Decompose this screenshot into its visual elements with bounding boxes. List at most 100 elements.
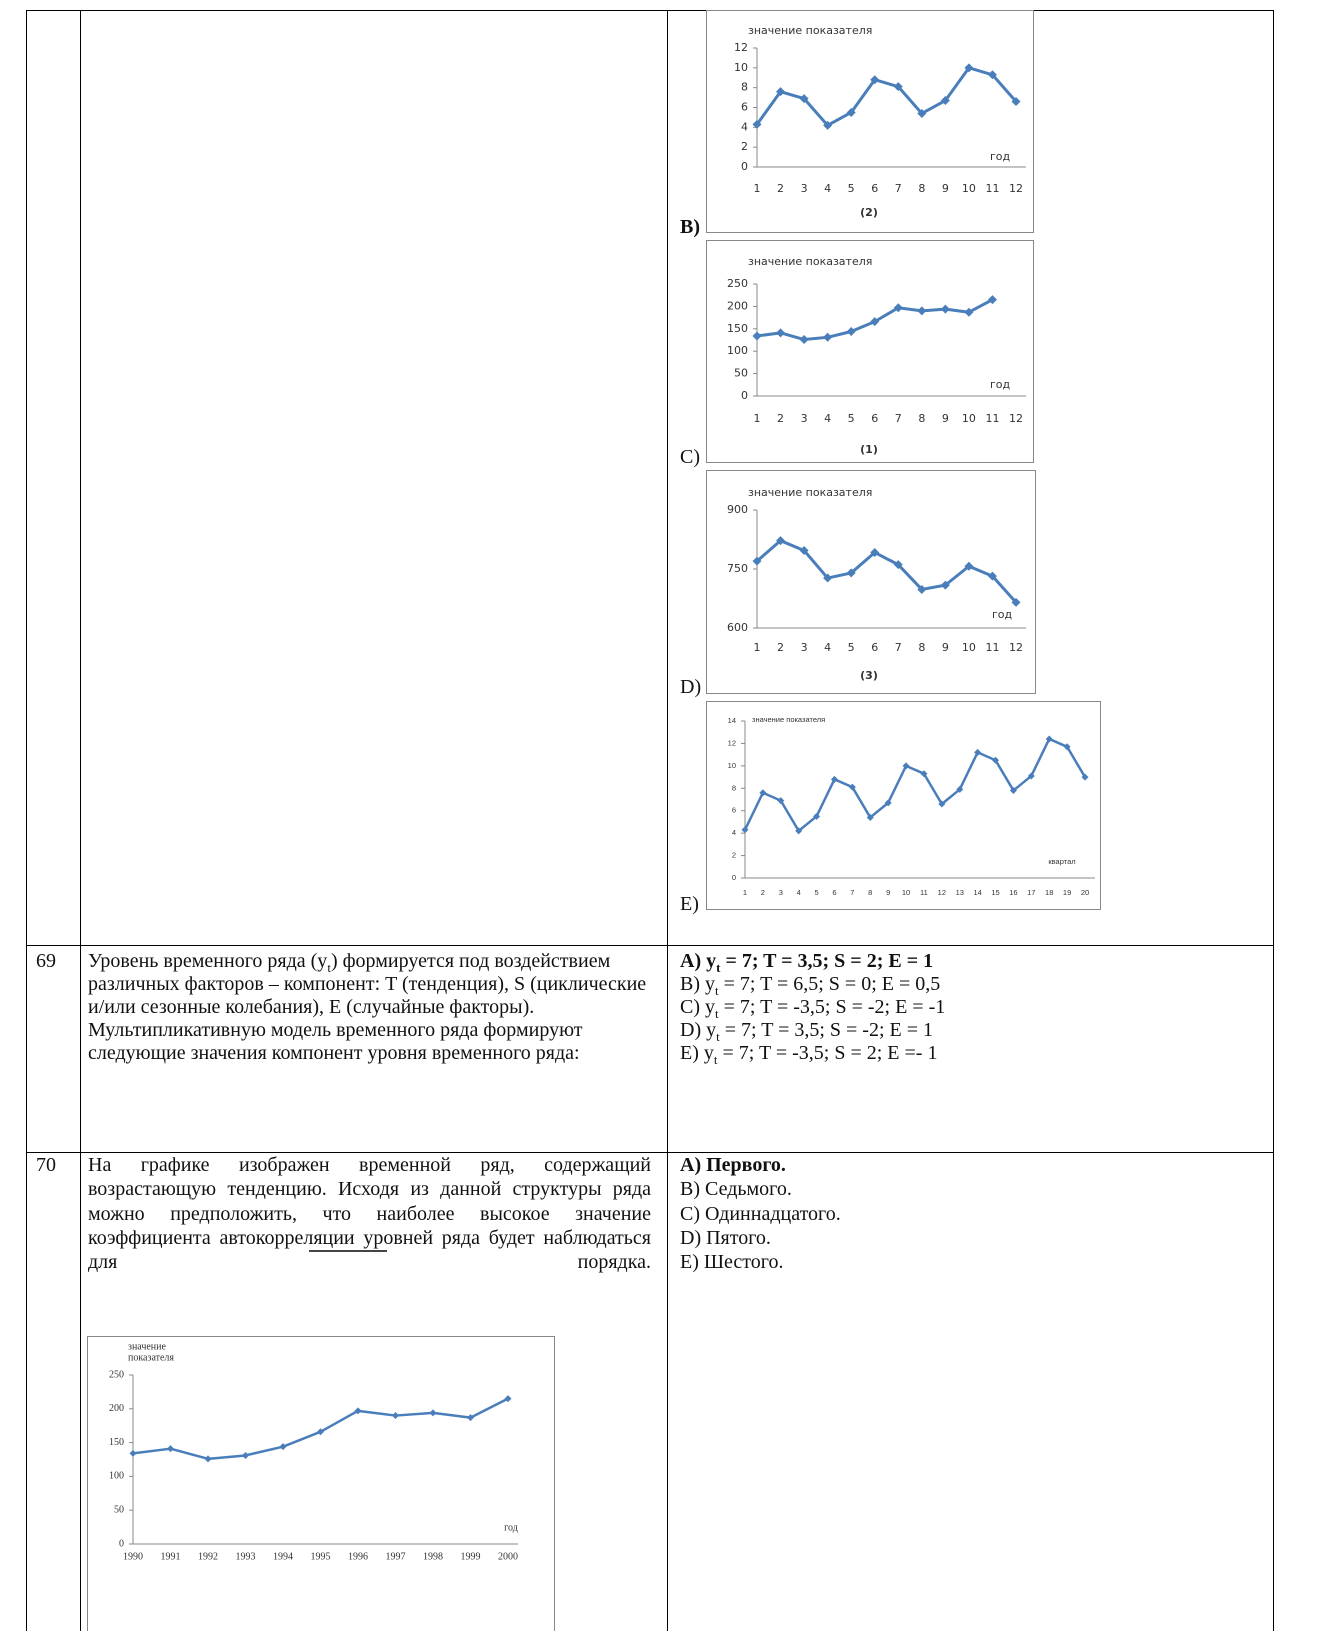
point-marker <box>940 96 950 106</box>
y-tick-label: 200 <box>109 1403 124 1414</box>
option-text: A) y <box>680 950 717 972</box>
point-marker <box>823 332 833 342</box>
point-marker <box>429 1409 437 1417</box>
option-label: D) <box>680 676 702 698</box>
point-marker <box>866 813 874 821</box>
point-marker <box>893 303 903 313</box>
question-text: ) формируется под воздействием различных… <box>88 950 647 1064</box>
x-tick-label: 10 <box>962 641 976 654</box>
y-tick-label: 8 <box>732 783 736 792</box>
point-marker <box>813 812 821 820</box>
column-border <box>80 10 81 1631</box>
point-marker <box>964 561 974 571</box>
x-axis-label: квартал <box>1048 857 1075 866</box>
row-border <box>26 1152 1273 1153</box>
y-tick-label: 100 <box>727 344 748 357</box>
y-tick-label: 6 <box>732 806 736 815</box>
series-line <box>756 539 1018 604</box>
point-marker <box>392 1412 399 1420</box>
point-marker <box>870 547 880 557</box>
x-tick-label: 1994 <box>273 1551 293 1562</box>
option: A) yt = 7; T = 3,5; S = 2; E = 1 <box>680 950 945 975</box>
point-marker <box>917 108 927 118</box>
point-marker <box>964 63 974 73</box>
point-marker <box>893 560 903 570</box>
x-tick-label: 10 <box>902 888 910 897</box>
point-marker <box>940 304 950 314</box>
point-marker <box>940 580 950 590</box>
x-tick-label: 8 <box>918 641 925 654</box>
y-tick-label: 750 <box>727 562 748 575</box>
x-tick-label: 5 <box>848 412 855 425</box>
point-marker <box>987 571 997 581</box>
y-tick-label: 250 <box>109 1369 124 1380</box>
chart-frame <box>706 240 1034 463</box>
x-tick-label: 2 <box>777 641 784 654</box>
x-tick-label: 7 <box>895 641 902 654</box>
y-axis-label: значение показателя <box>748 24 872 37</box>
point-marker <box>204 1455 212 1463</box>
subscript: t <box>327 960 331 975</box>
subscript: t <box>716 1029 720 1044</box>
point-marker <box>992 756 1000 764</box>
point-marker <box>920 770 928 778</box>
y-tick-label: 0 <box>732 873 736 882</box>
point-marker <box>354 1407 362 1415</box>
point-marker <box>752 556 762 566</box>
y-axis-label: значение <box>128 1341 167 1352</box>
table-border <box>26 10 27 1631</box>
series-line <box>755 66 1018 127</box>
y-tick-label: 900 <box>727 503 748 516</box>
option: E) yt = 7; T = -3,5; S = 2; E =- 1 <box>680 1042 945 1066</box>
point-marker <box>1045 735 1053 743</box>
x-tick-label: 11 <box>985 641 999 654</box>
point-marker <box>317 1428 324 1436</box>
chart: 0 50 100 150 200 250 1990 1991 1992 1993 1994 1995 1… <box>87 1336 555 1631</box>
x-tick-label: 4 <box>824 641 831 654</box>
point-marker <box>956 785 964 793</box>
x-tick-label: 4 <box>797 888 801 897</box>
row-number: 70 <box>36 1154 56 1176</box>
row-number: 69 <box>36 950 56 972</box>
subscript: t <box>715 983 719 998</box>
blank <box>308 1250 387 1266</box>
x-tick-label: 12 <box>1009 182 1023 195</box>
x-tick-label: 1997 <box>386 1551 406 1562</box>
x-tick-label: 18 <box>1045 888 1053 897</box>
y-axis-label: показателя <box>128 1352 174 1363</box>
x-tick-label: 4 <box>824 182 831 195</box>
x-tick-label: 1996 <box>348 1551 368 1562</box>
point-marker <box>799 546 809 556</box>
point-marker <box>1081 773 1089 781</box>
question-text: На графике изображен временной ряд, соде… <box>88 1154 651 1274</box>
x-axis-label: год <box>504 1522 518 1533</box>
point-marker <box>823 120 833 130</box>
y-tick-label: 0 <box>741 389 748 402</box>
point-marker <box>964 307 974 317</box>
y-tick-label: 150 <box>109 1437 124 1448</box>
x-tick-label: 1 <box>743 888 747 897</box>
option: A) Первого. <box>680 1154 786 1176</box>
question: Уровень временного ряда (yt) формируется… <box>88 950 658 1065</box>
option-text: B) y <box>680 973 715 995</box>
x-tick-label: 1 <box>754 412 761 425</box>
option-label: B) <box>680 216 700 238</box>
point-marker <box>1027 772 1035 780</box>
caption: (2) <box>860 206 878 219</box>
y-tick-label: 100 <box>109 1471 124 1482</box>
x-tick-label: 1992 <box>198 1551 218 1562</box>
x-axis-label: год <box>990 150 1011 163</box>
x-tick-label: 6 <box>871 182 878 195</box>
x-tick-label: 9 <box>942 412 949 425</box>
subscript: t <box>716 960 721 975</box>
x-tick-label: 12 <box>938 888 946 897</box>
question: На графике изображен временной ряд, соде… <box>88 1153 651 1274</box>
y-tick-label: 12 <box>728 738 736 747</box>
x-tick-label: 2 <box>777 182 784 195</box>
caption: (1) <box>860 443 878 456</box>
y-tick-label: 50 <box>734 367 748 380</box>
point-marker <box>759 789 767 797</box>
x-tick-label: 1991 <box>161 1551 181 1562</box>
x-tick-label: 7 <box>850 888 854 897</box>
